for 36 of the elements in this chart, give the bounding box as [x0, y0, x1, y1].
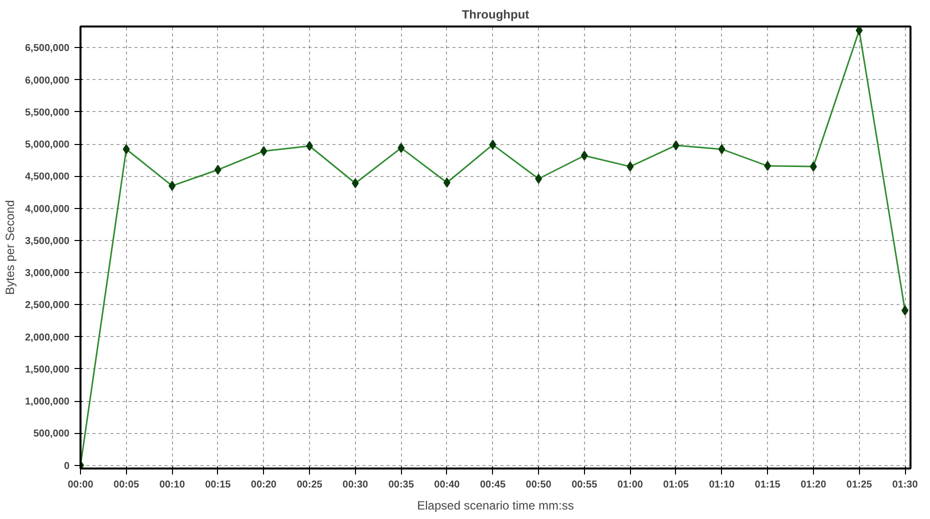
x-tick-label: 00:20	[250, 480, 277, 490]
x-tick-label: 00:25	[296, 480, 323, 490]
x-tick-label: 00:50	[526, 480, 552, 490]
x-tick-label: 01:25	[846, 480, 872, 490]
x-tick-label: 00:00	[68, 480, 94, 490]
y-tick-label: 2,500,000	[25, 300, 70, 312]
y-tick-label: 500,000	[33, 428, 70, 440]
y-tick-label: 2,000,000	[25, 332, 70, 344]
y-axis-title: Bytes per Second	[3, 200, 18, 295]
x-tick-label: 01:30	[892, 480, 918, 490]
x-tick-label: 01:05	[663, 480, 690, 490]
x-tick-label: 01:10	[708, 480, 736, 490]
x-tick-label: 00:15	[205, 480, 232, 490]
x-tick-label: 00:30	[342, 480, 369, 490]
x-axis-title: Elapsed scenario time mm:ss	[417, 498, 574, 512]
y-tick-label: 3,000,000	[25, 268, 70, 280]
x-tick-label: 01:15	[754, 480, 781, 490]
y-tick-label: 1,000,000	[25, 396, 70, 408]
x-tick-label: 00:10	[159, 480, 186, 490]
x-tick-label: 00:55	[572, 480, 598, 490]
y-tick-label: 5,000,000	[25, 140, 70, 151]
y-tick-label: 6,000,000	[25, 75, 70, 86]
y-tick-label: 4,500,000	[25, 172, 70, 183]
x-tick-label: 01:00	[617, 480, 644, 490]
x-tick-label: 00:45	[480, 480, 506, 490]
x-tick-label: 00:05	[114, 480, 140, 490]
y-tick-label: 0	[64, 460, 70, 472]
x-tick-label: 00:40	[434, 480, 460, 490]
y-tick-label: 4,000,000	[25, 204, 70, 215]
y-tick-label: 5,500,000	[25, 107, 70, 118]
y-tick-label: 6,500,000	[25, 43, 70, 54]
x-tick-label: 01:20	[800, 480, 827, 490]
y-tick-label: 1,500,000	[25, 364, 70, 376]
x-tick-label: 00:35	[388, 480, 414, 490]
y-tick-label: 3,500,000	[25, 236, 70, 247]
chart-title: Throughput	[462, 8, 530, 22]
